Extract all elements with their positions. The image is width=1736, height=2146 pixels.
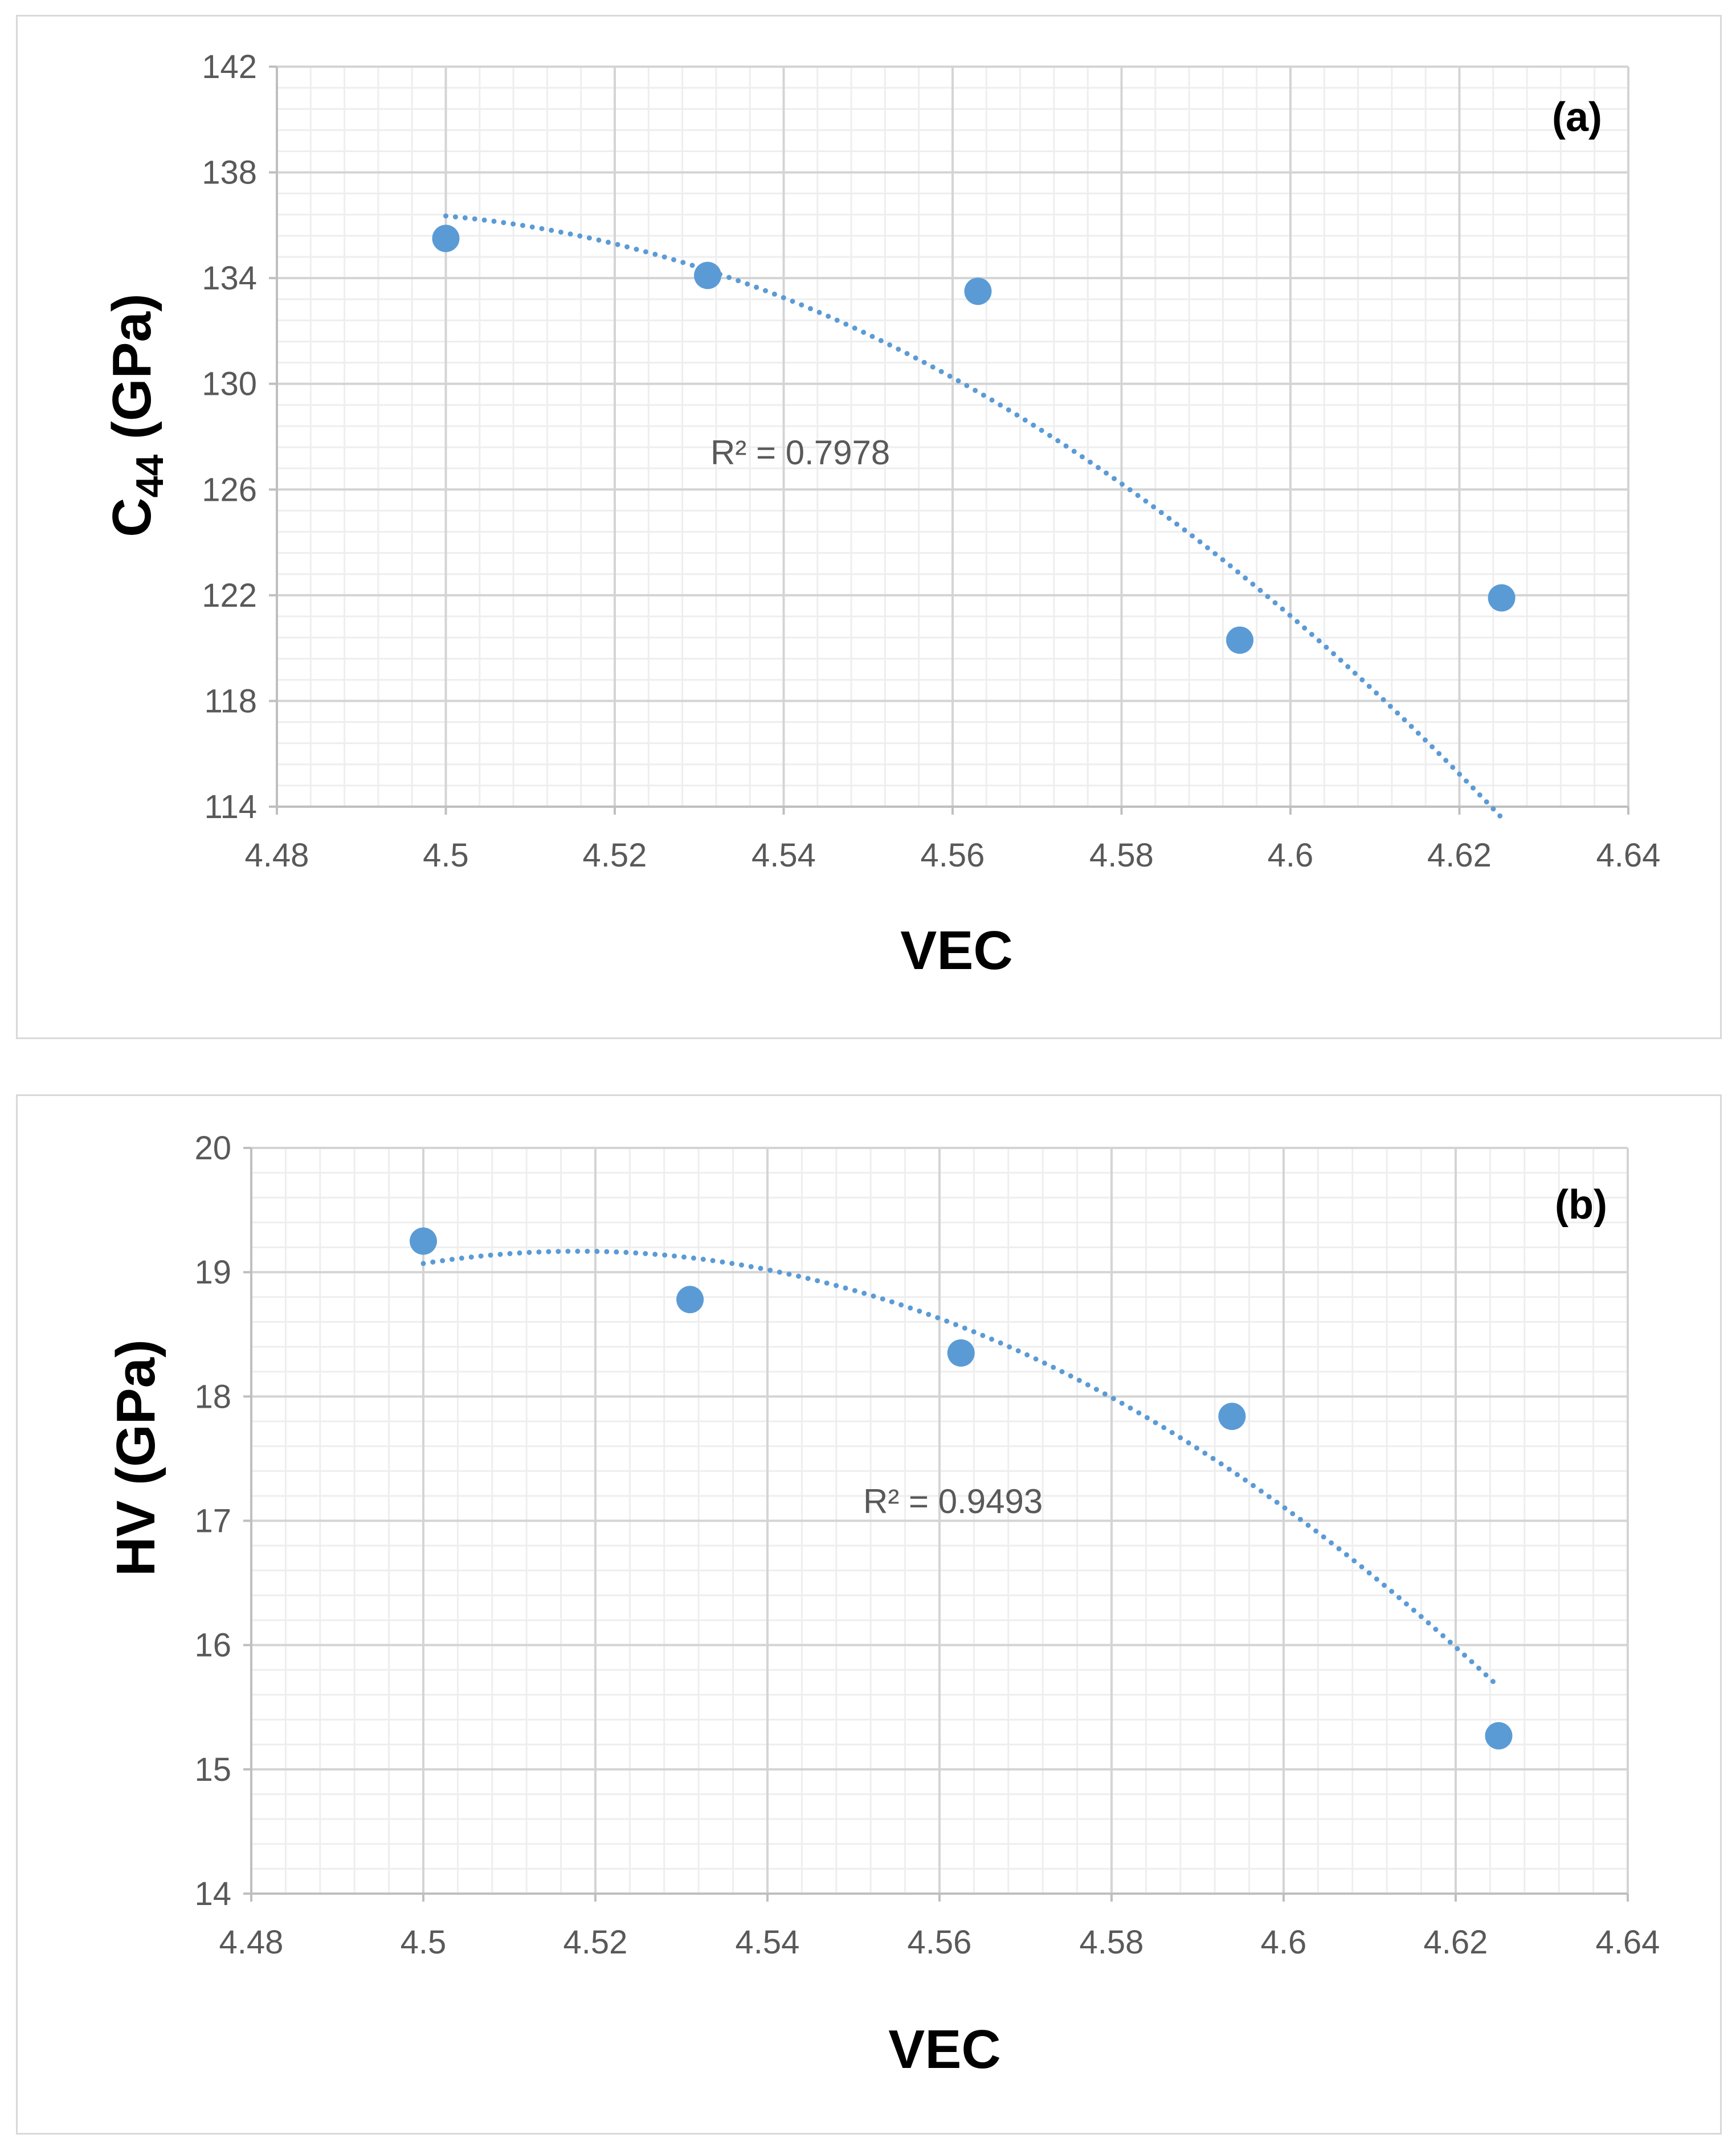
y-axis-title-b: HV (GPa)	[105, 1339, 166, 1576]
chart-a-trendline	[443, 213, 1505, 820]
panel-label-b: (b)	[1555, 1182, 1607, 1228]
x-tick-label: 4.54	[736, 1924, 800, 1961]
chart-b-points	[410, 1227, 1513, 1749]
y-axis-title-a-sub: 44	[128, 455, 171, 498]
chart-a-grid	[269, 66, 1629, 815]
x-tick-label: 4.56	[921, 837, 985, 874]
y-tick-label: 114	[205, 788, 257, 825]
trendline-path	[443, 213, 1505, 820]
x-tick-label: 4.6	[1268, 837, 1314, 874]
data-point	[1488, 584, 1516, 612]
x-tick-label: 4.5	[423, 837, 469, 874]
y-tick-label: 122	[202, 577, 257, 614]
chart-b-ticks: 4.48 4.5 4.52 4.54 4.56 4.58 4.6 4.62 4.64 14 15 16…	[194, 1130, 1660, 1961]
y-tick-label: 18	[194, 1378, 231, 1415]
y-tick-label: 14	[194, 1875, 231, 1912]
y-tick-label: 19	[194, 1254, 231, 1291]
chart-panel-b: 4.48 4.5 4.52 4.54 4.56 4.58 4.6 4.62 4.64 14 15 16…	[16, 1094, 1722, 2135]
data-point	[1226, 626, 1254, 654]
data-point	[432, 224, 460, 252]
x-axis-title-b: VEC	[888, 2019, 1000, 2080]
y-axis-title-a-main: C	[101, 498, 162, 537]
x-tick-label: 4.64	[1596, 1924, 1660, 1961]
data-point	[694, 261, 722, 289]
x-tick-label: 4.64	[1596, 837, 1661, 874]
x-tick-label: 4.48	[219, 1924, 284, 1961]
x-tick-label: 4.62	[1424, 1924, 1488, 1961]
y-axis-title-a: C44 (GPa)	[101, 293, 171, 537]
x-tick-label: 4.62	[1427, 837, 1492, 874]
r-squared-label-a: R² = 0.7978	[710, 434, 890, 472]
y-axis-title-a-tail: (GPa)	[101, 293, 162, 455]
y-tick-label: 118	[205, 682, 257, 720]
y-tick-label: 126	[202, 471, 257, 508]
data-point	[676, 1286, 704, 1314]
y-tick-label: 142	[202, 48, 257, 85]
y-tick-label: 16	[194, 1627, 231, 1664]
x-tick-label: 4.56	[908, 1924, 972, 1961]
x-tick-label: 4.6	[1261, 1924, 1307, 1961]
x-tick-label: 4.52	[583, 837, 647, 874]
y-tick-label: 15	[194, 1751, 231, 1788]
data-point	[1218, 1403, 1246, 1430]
data-point	[964, 277, 992, 305]
y-tick-label: 138	[202, 154, 257, 191]
chart-a-svg: 4.48 4.5 4.52 4.54 4.56 4.58 4.6 4.62 4.64 114 118…	[101, 48, 1660, 981]
y-tick-label: 17	[194, 1503, 231, 1540]
chart-b-grid	[243, 1147, 1629, 1902]
chart-a-ticks: 4.48 4.5 4.52 4.54 4.56 4.58 4.6 4.62 4.64 114 118…	[202, 48, 1660, 874]
chart-a-points	[432, 224, 1516, 654]
data-point	[1485, 1722, 1513, 1749]
x-tick-label: 4.48	[245, 837, 309, 874]
x-tick-label: 4.58	[1089, 837, 1154, 874]
data-point	[410, 1227, 437, 1255]
y-tick-label: 130	[202, 366, 257, 403]
y-tick-label: 134	[202, 260, 257, 297]
x-tick-label: 4.52	[563, 1924, 628, 1961]
x-tick-label: 4.58	[1080, 1924, 1144, 1961]
y-tick-label: 20	[194, 1130, 231, 1167]
panel-label-a: (a)	[1552, 95, 1602, 140]
x-tick-label: 4.54	[751, 837, 816, 874]
chart-b-svg: 4.48 4.5 4.52 4.54 4.56 4.58 4.6 4.62 4.64 14 15 16…	[105, 1130, 1660, 2080]
data-point	[947, 1339, 975, 1367]
x-tick-label: 4.5	[401, 1924, 447, 1961]
x-axis-title-a: VEC	[900, 920, 1012, 981]
chart-panel-a: 4.48 4.5 4.52 4.54 4.56 4.58 4.6 4.62 4.64 114 118…	[16, 15, 1722, 1039]
r-squared-label-b: R² = 0.9493	[863, 1482, 1043, 1520]
